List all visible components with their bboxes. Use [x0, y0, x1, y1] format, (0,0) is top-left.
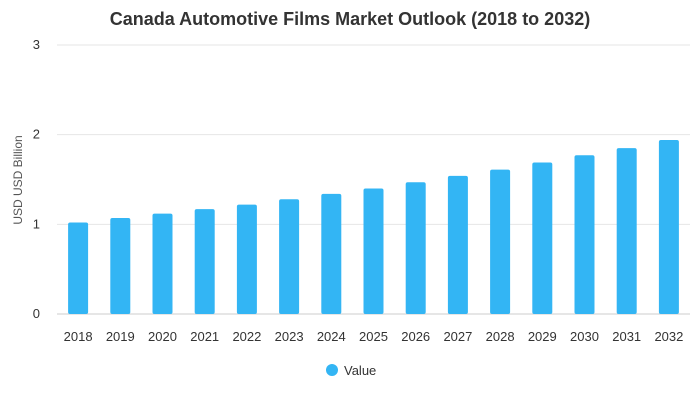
bar-2020[interactable] [152, 213, 173, 314]
legend-label-value: Value [344, 363, 376, 378]
bars [68, 140, 679, 314]
bar-2032[interactable] [658, 140, 679, 314]
bar-2030[interactable] [574, 155, 595, 314]
x-tick-label: 2023 [275, 329, 304, 344]
chart-title: Canada Automotive Films Market Outlook (… [110, 9, 590, 29]
bar-2021[interactable] [194, 209, 215, 314]
bar-2019[interactable] [110, 218, 131, 314]
y-tick-label: 1 [33, 216, 40, 231]
x-tick-label: 2021 [190, 329, 219, 344]
x-tick-label: 2032 [654, 329, 683, 344]
y-axis-label: USD USD Billion [11, 135, 25, 224]
y-tick-label: 2 [33, 127, 40, 142]
y-axis-ticks: 0 1 2 3 [33, 37, 40, 321]
x-tick-label: 2030 [570, 329, 599, 344]
bar-2031[interactable] [616, 148, 637, 314]
x-tick-label: 2019 [106, 329, 135, 344]
bar-2024[interactable] [321, 193, 342, 314]
bar-2028[interactable] [490, 169, 511, 314]
bar-2018[interactable] [68, 222, 89, 314]
bar-2029[interactable] [532, 162, 553, 314]
y-tick-label: 3 [33, 37, 40, 52]
x-tick-label: 2027 [443, 329, 472, 344]
bar-2023[interactable] [279, 199, 300, 314]
x-tick-label: 2018 [64, 329, 93, 344]
x-tick-label: 2025 [359, 329, 388, 344]
x-tick-label: 2024 [317, 329, 346, 344]
x-axis-ticks: 2018 2019 2020 2021 2022 2023 2024 2025 2026 2027… [64, 329, 684, 344]
bar-2027[interactable] [447, 175, 468, 314]
x-tick-label: 2031 [612, 329, 641, 344]
legend-marker-value [326, 364, 338, 376]
bar-2025[interactable] [363, 188, 384, 314]
bar-2026[interactable] [405, 182, 426, 314]
bar-2022[interactable] [236, 204, 257, 314]
y-tick-label: 0 [33, 306, 40, 321]
legend[interactable]: Value [326, 363, 376, 378]
x-tick-label: 2026 [401, 329, 430, 344]
x-tick-label: 2028 [486, 329, 515, 344]
x-tick-label: 2020 [148, 329, 177, 344]
x-tick-label: 2029 [528, 329, 557, 344]
x-tick-label: 2022 [232, 329, 261, 344]
